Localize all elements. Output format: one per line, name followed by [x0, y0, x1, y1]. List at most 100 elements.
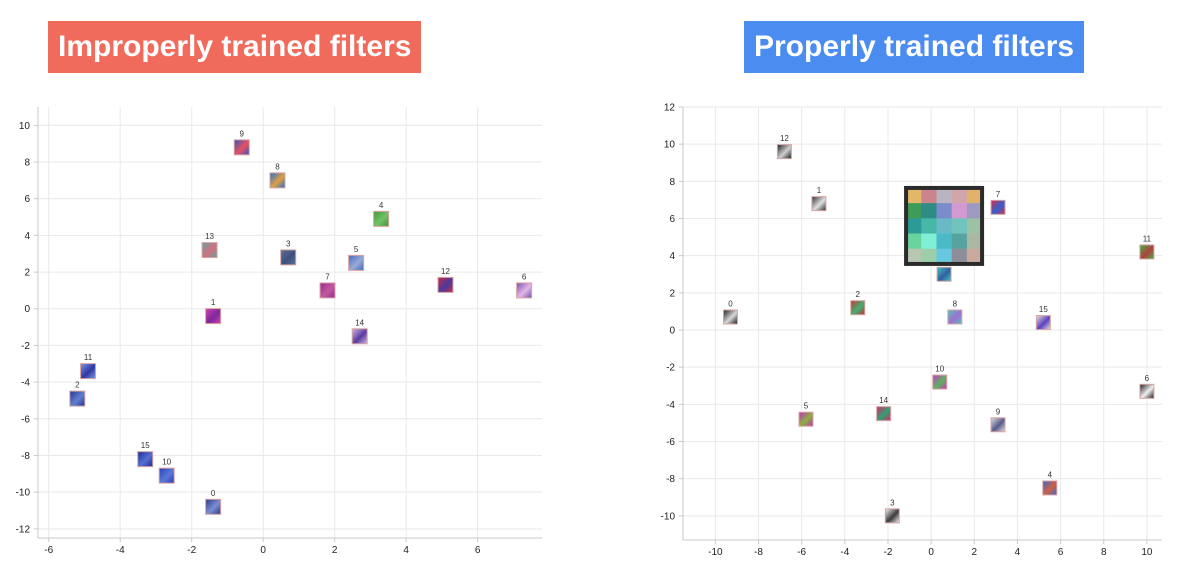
- y-tick-label: -6: [666, 437, 675, 448]
- point-label: 0: [728, 299, 733, 308]
- point-tile: [349, 255, 364, 270]
- data-point-11: 11: [1139, 234, 1155, 260]
- zoom-pixel: [951, 203, 968, 219]
- data-point-14: 14: [351, 318, 368, 345]
- y-tick-label: 4: [669, 251, 675, 262]
- point-tile: [948, 310, 962, 324]
- point-label: 11: [84, 353, 93, 362]
- x-tick-label: -6: [44, 545, 53, 556]
- point-label: 15: [1039, 305, 1048, 314]
- zoom-pixel: [966, 248, 983, 265]
- data-point-4: 4: [373, 201, 390, 227]
- zoom-pixel: [966, 233, 983, 250]
- point-label: 1: [211, 298, 216, 307]
- point-tile: [374, 211, 389, 226]
- point-label: 8: [953, 299, 958, 308]
- y-tick-label: 10: [19, 121, 31, 132]
- x-tick-label: -2: [884, 547, 893, 558]
- y-tick-label: 6: [24, 194, 30, 205]
- zoom-pixel: [921, 248, 937, 265]
- data-point-6: 6: [1139, 374, 1155, 399]
- point-tile: [812, 197, 826, 211]
- point-tile: [202, 243, 217, 258]
- x-tick-label: 6: [475, 545, 481, 556]
- point-label: 6: [1145, 374, 1150, 383]
- zoom-pixel: [936, 218, 952, 234]
- y-tick-label: 2: [24, 268, 30, 279]
- point-label: 6: [522, 272, 527, 281]
- x-tick-label: -4: [116, 545, 125, 556]
- point-label: 7: [325, 272, 330, 281]
- y-tick-label: -8: [666, 474, 675, 485]
- point-tile: [206, 309, 221, 324]
- data-point-15: 15: [1035, 305, 1051, 331]
- y-tick-label: 0: [669, 326, 675, 337]
- point-label: 5: [354, 245, 359, 254]
- point-label: 9: [240, 129, 245, 138]
- y-tick-label: -2: [666, 363, 675, 374]
- data-point-14: 14: [876, 396, 892, 422]
- point-label: 10: [935, 365, 944, 374]
- y-tick-label: 0: [24, 304, 30, 315]
- point-tile: [723, 310, 737, 324]
- zoom-pixel: [921, 203, 937, 219]
- zoom-pixel: [951, 187, 968, 204]
- y-tick-label: 8: [24, 158, 30, 169]
- data-point-7: 7: [319, 272, 336, 299]
- data-point-3: 3: [280, 239, 297, 266]
- data-point-15: 15: [137, 441, 154, 468]
- point-tile: [70, 391, 85, 406]
- data-point-12: 12: [776, 134, 792, 160]
- point-label: 4: [379, 201, 384, 210]
- y-tick-label: -8: [21, 451, 30, 462]
- data-point-2: 2: [850, 290, 866, 316]
- zoom-pixel: [966, 203, 983, 219]
- x-tick-label: -10: [708, 547, 723, 558]
- zoomed-filter-inset: [904, 185, 985, 266]
- data-point-4: 4: [1042, 470, 1058, 496]
- point-tile: [937, 267, 951, 281]
- x-tick-label: 8: [1101, 547, 1107, 558]
- y-tick-label: 2: [669, 288, 675, 299]
- data-point-0: 0: [722, 299, 738, 325]
- zoom-pixel: [906, 233, 922, 250]
- point-tile: [320, 283, 335, 298]
- zoom-pixel: [951, 233, 968, 250]
- point-tile: [991, 200, 1005, 214]
- point-tile: [1036, 316, 1050, 330]
- point-tile: [933, 375, 947, 389]
- point-label: 9: [996, 407, 1001, 416]
- zoom-pixel: [921, 187, 937, 204]
- data-point-0: 0: [205, 489, 222, 515]
- x-tick-label: -4: [840, 547, 849, 558]
- point-label: 0: [211, 489, 216, 498]
- data-point-2: 2: [69, 381, 86, 407]
- scatter-plot-improperly-trained: -6 -4 -2 0 2 4 61086420-2-4-6-8-10-12012345678…: [16, 107, 542, 556]
- x-tick-label: 2: [972, 547, 978, 558]
- zoom-pixel: [966, 218, 983, 234]
- grid-lines: [683, 106, 1162, 540]
- point-label: 14: [355, 318, 364, 327]
- x-tick-label: -8: [754, 547, 763, 558]
- x-tick-label: 0: [260, 545, 266, 556]
- data-point-10: 10: [932, 365, 948, 390]
- y-tick-label: 8: [669, 177, 675, 188]
- data-point-5: 5: [798, 402, 814, 427]
- x-tick-label: 4: [1015, 547, 1021, 558]
- data-point-8: 8: [269, 162, 286, 189]
- x-tick-label: -2: [187, 545, 196, 556]
- point-tile: [1043, 481, 1057, 495]
- point-tile: [991, 418, 1005, 432]
- point-label: 13: [205, 232, 214, 241]
- data-point-12: 12: [437, 267, 454, 293]
- zoom-pixel: [921, 233, 937, 250]
- data-point-unlabeled: [936, 266, 952, 282]
- data-point-13: 13: [201, 232, 218, 259]
- point-label: 12: [441, 267, 450, 276]
- point-tile: [159, 468, 174, 483]
- data-point-6: 6: [516, 272, 533, 299]
- point-tile: [877, 407, 891, 421]
- y-tick-label: 4: [24, 231, 30, 242]
- title-improperly-trained: Improperly trained filters: [48, 21, 422, 73]
- grid-lines: [38, 107, 542, 538]
